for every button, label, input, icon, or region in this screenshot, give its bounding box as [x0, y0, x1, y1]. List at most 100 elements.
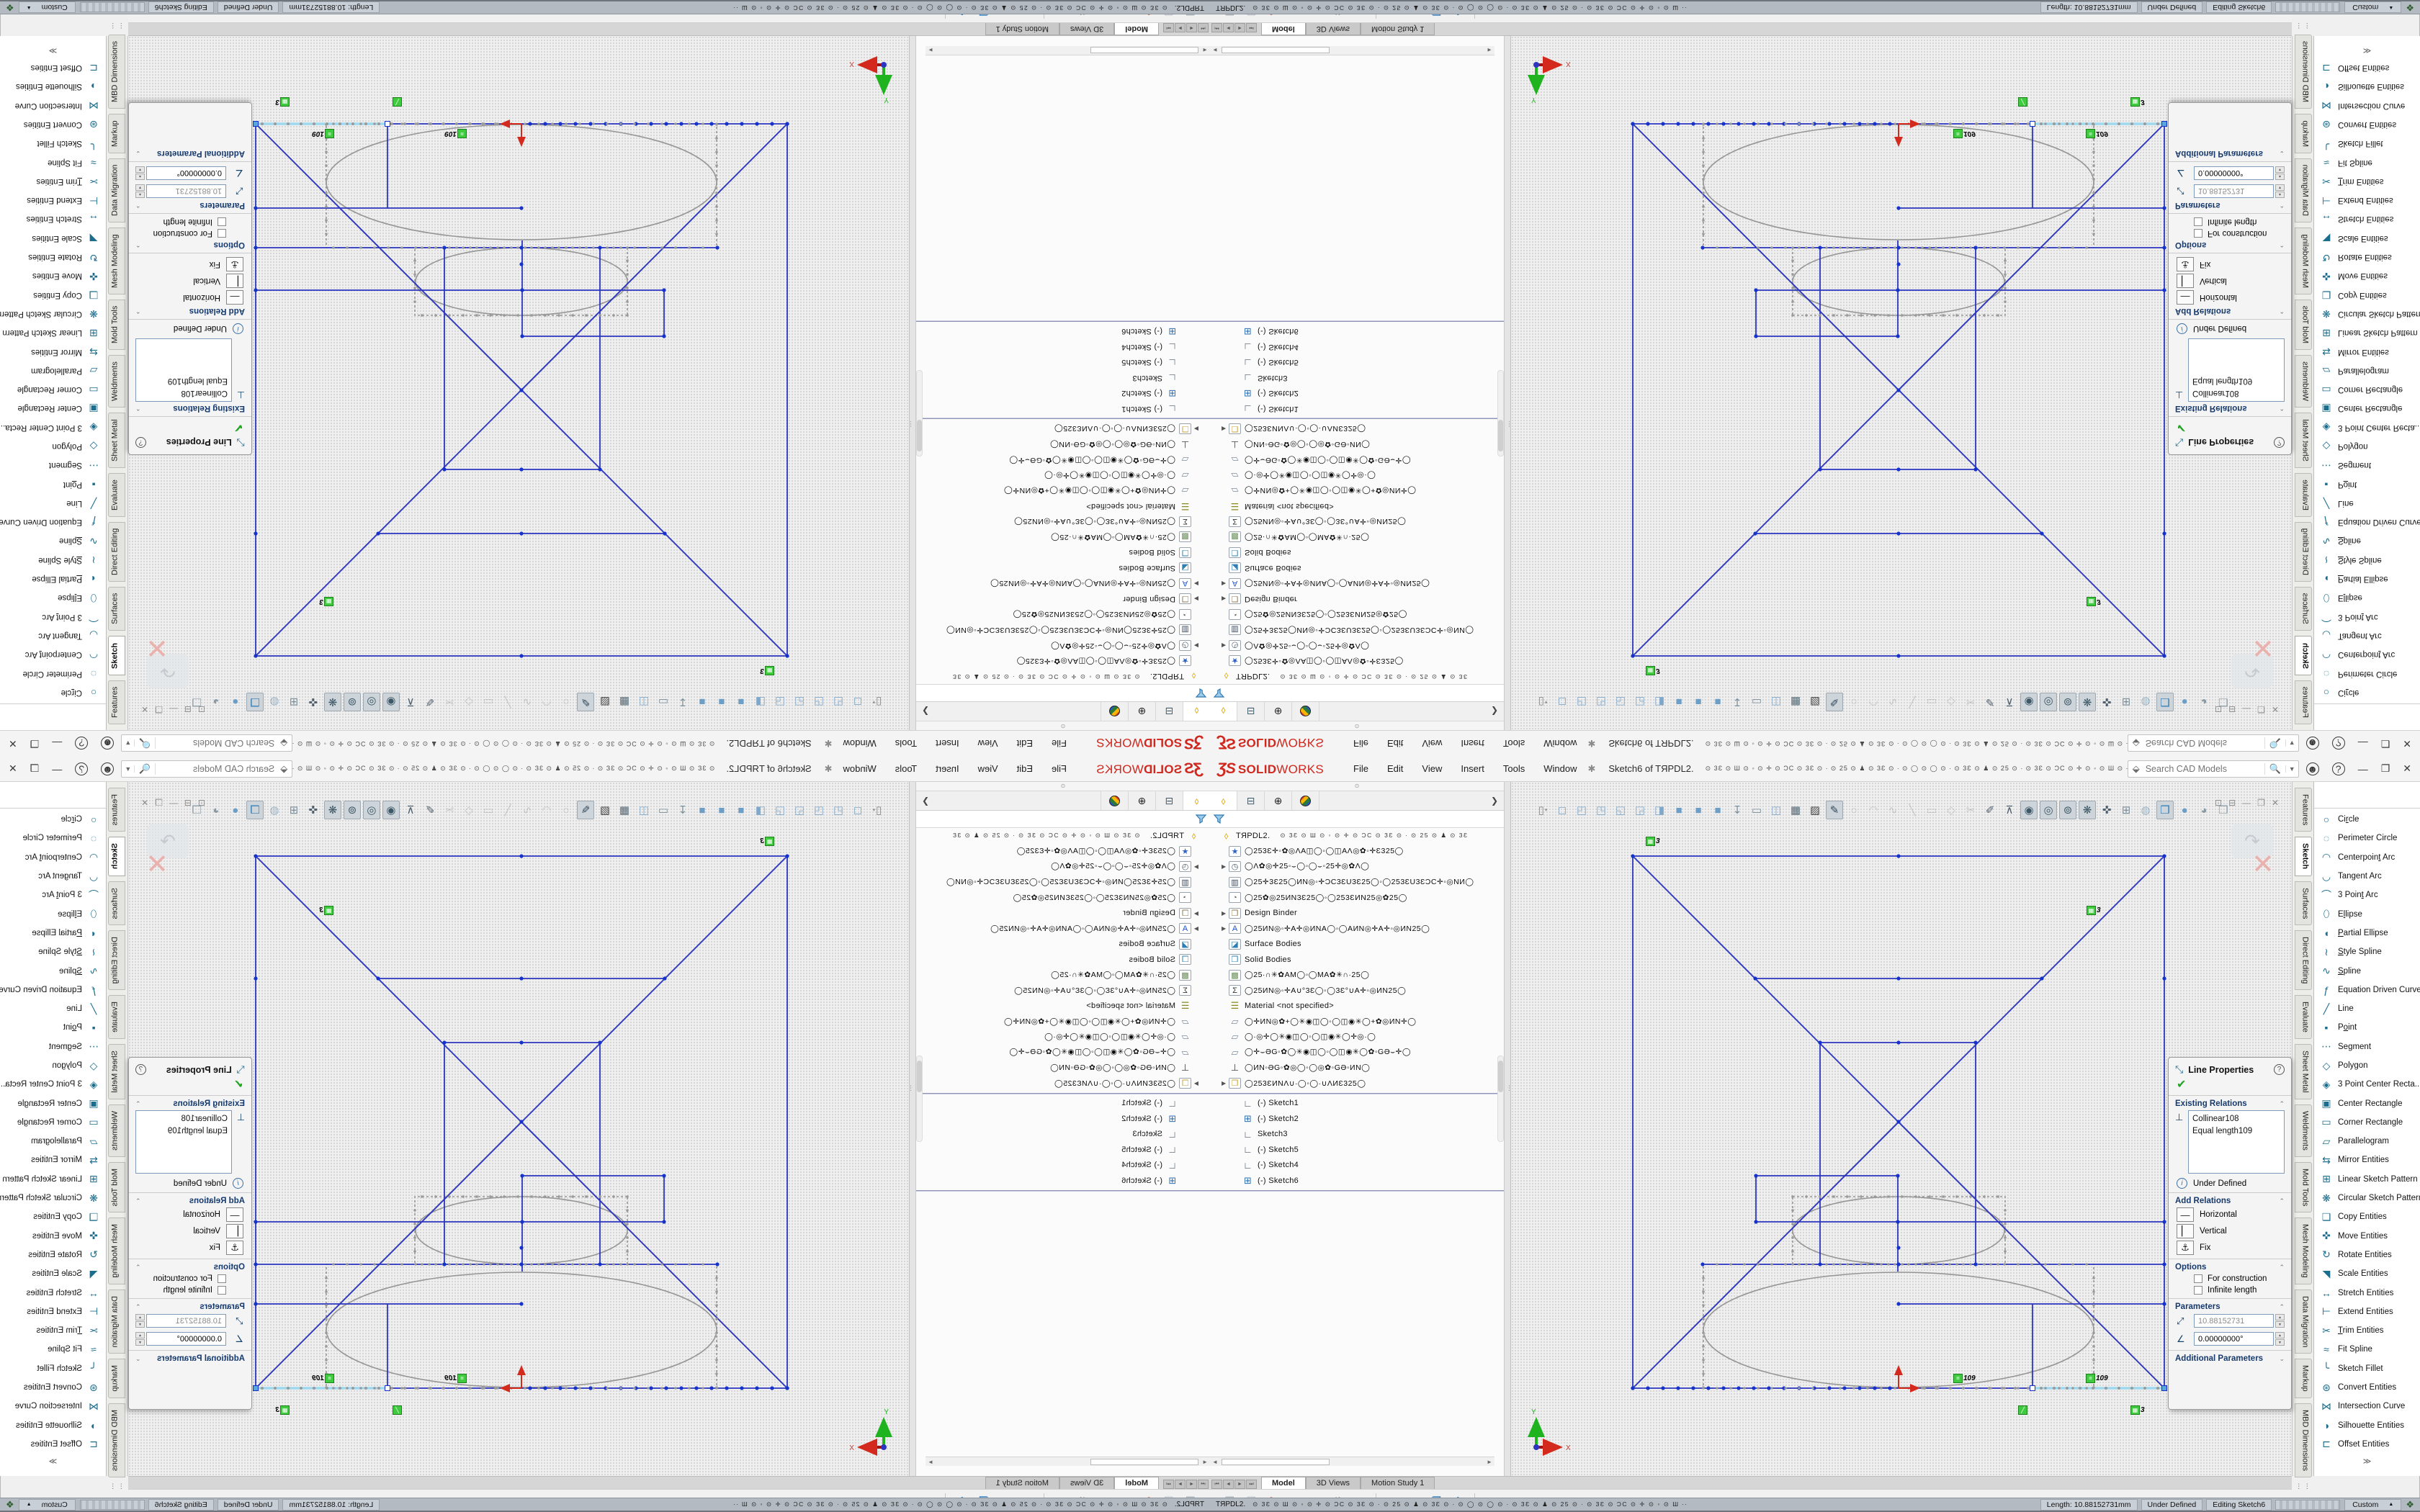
option-infinite-length[interactable]: Infinite length	[135, 1286, 226, 1295]
search-box[interactable]: ⬙ 🔍 ▼	[2127, 760, 2299, 778]
first-tab-icon[interactable]: ⏮	[1211, 1480, 1222, 1489]
add-relations-header[interactable]: Add Relations	[189, 1197, 245, 1205]
parameters-header[interactable]: Parameters	[2175, 1302, 2220, 1311]
side-tab-sketch[interactable]: Sketch	[2294, 837, 2312, 876]
help-icon[interactable]: ?	[75, 737, 89, 750]
side-tab-sheet-metal[interactable]: Sheet Metal	[2294, 1044, 2312, 1099]
tree-row[interactable]: ▱ ◯✛⌣ƏG◦✿◯✳◉◫◯◦◯◫◉✳◯✿◦GƏ⌣✛◯	[916, 1045, 1210, 1061]
parallelogram-tool[interactable]: ▱ Parallelogram	[2314, 1132, 2420, 1151]
tree-row[interactable]: ⊞ (-) Sketch2	[1210, 386, 1504, 402]
help-icon[interactable]: ?	[75, 762, 89, 775]
side-tab-weldments[interactable]: Weldments	[2294, 1104, 2312, 1157]
tools-more-chevron-icon[interactable]: ≫	[48, 1457, 58, 1467]
mirror-entities-tool[interactable]: ⇆ Mirror Entities	[2314, 1151, 2420, 1169]
length-value-field[interactable]: 10.88152731	[146, 1314, 226, 1328]
endpoint-handles[interactable]	[253, 121, 390, 127]
panel-grip[interactable]: ⊙	[916, 782, 1210, 791]
existing-relations-header[interactable]: Existing Relations	[173, 1099, 245, 1108]
menu-file[interactable]: File	[1353, 763, 1368, 774]
tree-row[interactable]: ⊞ (-) Sketch2	[1210, 1111, 1504, 1127]
silhouette-entities-tool[interactable]: ◑ Silhouette Entities	[2314, 1416, 2420, 1435]
length-spinner[interactable]: ▲ ▼	[2275, 1314, 2285, 1328]
tree-row[interactable]: ◔ ◯25✿◎25ИN3Ɛ25◯◦◯253ƐИN25◎✿25◯	[1210, 890, 1504, 906]
convert-entities-tool[interactable]: ⊛ Convert Entities	[0, 115, 106, 134]
tree-horizontal-scrollbar[interactable]: ◄ ►	[926, 46, 1210, 55]
angle-value-field[interactable]: 0.00000000°	[146, 166, 226, 180]
doc-tab-3d-views[interactable]: 3D Views	[1305, 23, 1361, 35]
fit-spline-tool[interactable]: ≈ Fit Spline	[0, 1340, 106, 1359]
expander-icon[interactable]: ▶	[1222, 595, 1227, 603]
checkbox-icon[interactable]	[2194, 1274, 2202, 1283]
menu-file[interactable]: File	[1052, 738, 1067, 749]
menu-insert[interactable]: Insert	[1461, 738, 1484, 749]
tree-row[interactable]: ∟ (-) Sketch4	[916, 339, 1210, 355]
ellipse-tool[interactable]: ⬯ Ellipse	[2314, 904, 2420, 923]
trim-entities-tool[interactable]: ✂ Trim Entities	[2314, 1321, 2420, 1340]
first-tab-icon[interactable]: ⏮	[1211, 23, 1222, 32]
custom-dropdown[interactable]: Custom ▲	[18, 1, 76, 14]
expander-icon[interactable]: ▶	[1193, 1080, 1198, 1087]
tree-row[interactable]: ⊞ (-) Sketch6	[1210, 324, 1504, 340]
expander-icon[interactable]: ▶	[1193, 425, 1198, 432]
scroll-left-icon[interactable]: ◄	[1212, 1458, 1218, 1465]
side-tab-evaluate[interactable]: Evaluate	[108, 995, 126, 1040]
tree-row[interactable]: ❒ Solid Bodies	[916, 952, 1210, 968]
scroll-thumb[interactable]	[1222, 1458, 1330, 1465]
checkbox-icon[interactable]	[2194, 229, 2202, 238]
tree-row[interactable]: ▶ ❐ Design Binder	[1210, 906, 1504, 922]
search-input[interactable]	[156, 762, 277, 775]
sketch-canvas[interactable]: Y X	[128, 36, 909, 730]
view-toolbar-icon-16[interactable]: ✎	[1826, 801, 1843, 819]
option-infinite-length[interactable]: Infinite length	[2194, 217, 2285, 226]
side-tab-mbd-dimensions[interactable]: MBD Dimensions	[2294, 35, 2312, 109]
last-tab-icon[interactable]: ⏭	[1246, 23, 1257, 32]
option-for-construction[interactable]: For construction	[2194, 229, 2285, 238]
collapse-chevron-icon[interactable]: ⌃	[135, 405, 141, 413]
view-toolbar-icon-2[interactable]: ◻	[1557, 804, 1567, 816]
three-point-center-rect-tool[interactable]: ◈ 3 Point Center Recta...	[2314, 418, 2420, 437]
relation-tag[interactable]: ▦ 3	[1646, 666, 1660, 675]
extend-entities-tool[interactable]: ⊢ Extend Entities	[2314, 1302, 2420, 1321]
scroll-right-icon[interactable]: ►	[1487, 47, 1492, 54]
view-toolbar-icon-35[interactable]: ◕	[2200, 804, 2208, 816]
rollback-bar[interactable]	[1210, 1189, 1504, 1192]
tree-row[interactable]: ▩ ◯25·∩✳✿AM◯◦◯MA✿✳∩·25◯	[916, 968, 1210, 984]
tree-vertical-scrollbar[interactable]	[916, 370, 923, 456]
add-relations-header[interactable]: Add Relations	[2175, 1197, 2231, 1205]
add-relation-horizontal[interactable]: — Horizontal	[135, 1207, 243, 1222]
option-for-construction[interactable]: For construction	[135, 1274, 226, 1283]
three-point-arc-tool[interactable]: ⌒ 3 Point Arc	[2314, 886, 2420, 904]
tree-row[interactable]: ∟ (-) Sketch5	[1210, 1142, 1504, 1158]
view-toolbar-icon-23[interactable]: ✂	[1966, 804, 1976, 816]
linear-pattern-tool[interactable]: ⊞ Linear Sketch Pattern	[2314, 323, 2420, 342]
relation-tag[interactable]: = 109	[312, 1374, 334, 1383]
menu-file[interactable]: File	[1353, 738, 1368, 749]
convert-entities-tool[interactable]: ⊛ Convert Entities	[0, 1378, 106, 1397]
tree-row[interactable]: ∟ Sketch3	[1210, 1127, 1504, 1143]
side-tab-data-migration[interactable]: Data Migration	[108, 158, 126, 223]
tree-row[interactable]: ∟ (-) Sketch5	[1210, 355, 1504, 371]
rollback-bar[interactable]	[916, 1092, 1210, 1094]
relation-item[interactable]: Equal length109	[2192, 376, 2253, 385]
tree-row-root[interactable]: ⬨ TЯPDL2. ⊙ 3Ɛ ⊙ Ш ⊙ ◦ ⊙ ✛ ⊙ ƆC ⊙ 3Ɛ ⊙ ∙ ⊙…	[1210, 828, 1504, 844]
collapse-chevron-icon[interactable]: ⌃	[135, 1263, 141, 1271]
side-tab-surfaces[interactable]: Surfaces	[2294, 881, 2312, 925]
side-tab-features[interactable]: Features	[108, 680, 126, 724]
scale-entities-tool[interactable]: ◥ Scale Entities	[2314, 1264, 2420, 1283]
tabs-more-icon[interactable]: ⋮ ⋮	[2295, 1482, 2311, 1490]
minimize-button[interactable]: —	[2357, 737, 2368, 750]
expander-icon[interactable]: ▶	[1193, 580, 1198, 587]
close-button[interactable]: ✕	[9, 738, 17, 750]
endpoint-handles[interactable]	[2030, 121, 2167, 127]
existing-relations-header[interactable]: Existing Relations	[2175, 404, 2247, 413]
point-tool[interactable]: ▪ Point	[2314, 474, 2420, 493]
tree-row[interactable]: ◪ Surface Bodies	[1210, 560, 1504, 576]
rollback-bar[interactable]	[916, 1189, 1210, 1192]
circle-tool[interactable]: ○ Circle	[2314, 683, 2420, 702]
tree-row[interactable]: ⊥ ◯ИN◦ƏG◦✿◎◯◦◯◎✿◦GƏ◦ИN◯	[1210, 1061, 1504, 1076]
equation-curve-tool[interactable]: ƒ Equation Driven Curve	[0, 981, 106, 999]
equation-curve-tool[interactable]: ƒ Equation Driven Curve	[2314, 981, 2420, 999]
side-tab-sketch[interactable]: Sketch	[108, 837, 126, 876]
tree-row[interactable]: ▶ ❐ Design Binder	[1210, 591, 1504, 607]
trim-entities-tool[interactable]: ✂ Trim Entities	[0, 172, 106, 191]
